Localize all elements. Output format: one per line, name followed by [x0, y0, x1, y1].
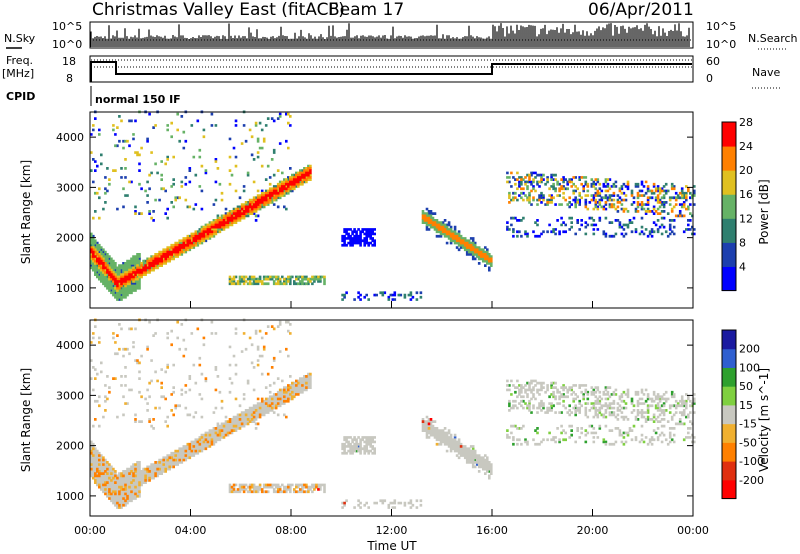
freq-tick-bottom: 8 — [66, 72, 73, 85]
power-colorbar-swatch-6 — [722, 122, 736, 147]
velocity-colorbar-tick-1: 100 — [739, 361, 760, 374]
nsky-tick-top: 10^5 — [52, 20, 82, 33]
power-colorbar-tick-6: 28 — [739, 116, 753, 129]
power-colorbar-tick-5: 24 — [739, 140, 753, 153]
date-label: 06/Apr/2011 — [588, 0, 694, 20]
power-colorbar-swatch-5 — [722, 146, 736, 171]
power-colorbar-tick-2: 12 — [739, 212, 753, 225]
velocity-colorbar-swatch-3 — [722, 423, 736, 443]
power-y-axis: 1000 2000 3000 4000 — [56, 131, 693, 295]
cpid-row: CPID normal 150 IF — [6, 86, 181, 106]
power-colorbar-swatch-1 — [722, 242, 736, 267]
velocity-colorbar-swatch-1 — [722, 461, 736, 481]
xtick-label-2: 08:00 — [275, 524, 307, 537]
velocity-colorbar-tick-5: -50 — [739, 436, 757, 449]
power-colorbar-frame — [721, 121, 737, 292]
velocity-ytick-label-1: 2000 — [56, 440, 84, 453]
nsky-bars — [90, 23, 690, 47]
beam-label: Beam 17 — [328, 0, 404, 20]
xtick-label-0: 00:00 — [74, 524, 106, 537]
time-x-axis: 00:00 04:00 08:00 12:00 16:00 20:00 00:00 — [74, 301, 709, 537]
velocity-ytick-label-2: 3000 — [56, 389, 84, 402]
xtick-label-1: 04:00 — [175, 524, 207, 537]
power-colorbar-label: Power [dB] — [757, 179, 771, 244]
velocity-y-axis: 1000 2000 3000 4000 — [56, 339, 693, 503]
velocity-colorbar-swatch-7 — [722, 348, 736, 368]
power-ytick-label-0: 1000 — [56, 282, 84, 295]
power-colorbar-swatch-4 — [722, 170, 736, 195]
power-ytick-label-2: 3000 — [56, 181, 84, 194]
velocity-colorbar-label: Velocity [m s^-1] — [757, 368, 771, 472]
velocity-colorbar-frame — [721, 329, 737, 500]
power-panel: 1000 2000 3000 4000 Slant Range [km] 4 8 12 16… — [19, 110, 771, 309]
velocity-ytick-label-3: 4000 — [56, 339, 84, 352]
velocity-colorbar-swatch-6 — [722, 367, 736, 387]
nsearch-label: N.Search — [748, 32, 798, 45]
velocity-colorbar-tick-3: 15 — [739, 399, 753, 412]
power-ytick-label-3: 4000 — [56, 131, 84, 144]
velocity-ylabel: Slant Range [km] — [19, 368, 33, 472]
cpid-value: normal 150 IF — [95, 93, 181, 106]
freq-panel: Freq. [MHz] 18 8 60 0 Nave — [2, 54, 782, 89]
station-title: Christmas Valley East (fitACF) — [92, 0, 345, 20]
nsky-panel: N.Sky 10^5 10^0 10^5 10^0 N.Search — [4, 20, 798, 51]
freq-trace — [90, 61, 692, 82]
power-cells-level-6 — [90, 169, 312, 288]
velocity-colorbar-tick-6: -100 — [739, 455, 764, 468]
velocity-colorbar-swatch-2 — [722, 442, 736, 462]
power-ylabel: Slant Range [km] — [19, 160, 33, 264]
xtick-label-5: 20:00 — [577, 524, 609, 537]
power-colorbar-tick-0: 4 — [739, 260, 746, 273]
velocity-cells-level-3 — [471, 381, 694, 451]
xtick-label-6: 00:00 — [677, 524, 709, 537]
power-colorbar-tick-1: 8 — [739, 236, 746, 249]
nsearch-tick-top: 10^5 — [706, 20, 736, 33]
velocity-cells — [90, 318, 696, 509]
velocity-cells-level-5 — [90, 318, 439, 509]
power-cells — [90, 110, 696, 301]
nave-label: Nave — [752, 66, 780, 79]
velocity-cells-level-4 — [90, 318, 696, 509]
freq-label: Freq. — [6, 54, 33, 67]
power-colorbar-tick-3: 16 — [739, 188, 753, 201]
velocity-colorbar-swatch-5 — [722, 386, 736, 406]
freq-unit: [MHz] — [2, 67, 34, 80]
nsky-tick-bottom: 10^0 — [52, 38, 82, 51]
velocity-colorbar-swatch-8 — [722, 330, 736, 350]
velocity-panel: 1000 2000 3000 4000 Slant Range [km] 200 100… — [19, 301, 771, 553]
power-colorbar: 4 8 12 16 20 24 28 — [721, 116, 753, 292]
cpid-label: CPID — [6, 90, 35, 103]
nsky-label: N.Sky — [4, 32, 36, 45]
power-cells-level-3 — [90, 110, 696, 301]
nsky-trace — [90, 23, 690, 47]
velocity-colorbar-tick-4: -15 — [739, 418, 757, 431]
velocity-colorbar-swatch-0 — [722, 479, 736, 500]
xtick-label-3: 12:00 — [376, 524, 408, 537]
nave-tick-bottom: 0 — [706, 72, 713, 85]
power-colorbar-swatch-2 — [722, 218, 736, 243]
power-colorbar-swatch-0 — [722, 266, 736, 292]
velocity-colorbar-tick-7: -200 — [739, 474, 764, 487]
power-colorbar-tick-4: 20 — [739, 164, 753, 177]
power-ytick-label-1: 2000 — [56, 232, 84, 245]
velocity-ytick-label-0: 1000 — [56, 490, 84, 503]
velocity-colorbar-swatch-4 — [722, 404, 736, 425]
xtick-label-4: 16:00 — [476, 524, 508, 537]
time-xlabel: Time UT — [366, 539, 417, 553]
velocity-colorbar-tick-2: 50 — [739, 380, 753, 393]
nave-tick-top: 60 — [706, 55, 720, 68]
velocity-colorbar-tick-0: 200 — [739, 343, 760, 356]
freq-tick-top: 18 — [62, 55, 76, 68]
nsky-frame — [89, 21, 694, 49]
nsearch-tick-bottom: 10^0 — [706, 38, 736, 51]
velocity-colorbar: 200 100 50 15 -15 -50 -100 -200 — [721, 329, 764, 500]
power-colorbar-swatch-3 — [722, 194, 736, 219]
